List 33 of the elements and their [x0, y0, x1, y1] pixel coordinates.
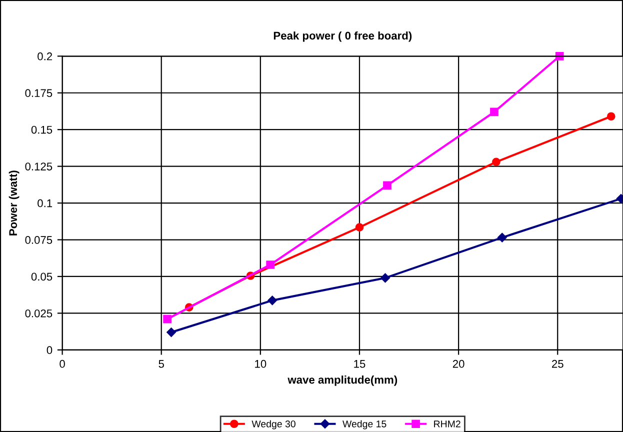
x-tick-label: 15 [354, 360, 366, 368]
point [355, 223, 364, 232]
legend-label: RHM2 [434, 420, 460, 428]
y-axis-title: Power (watt) [8, 170, 20, 236]
point [498, 232, 507, 242]
x-axis-title: wave amplitude(mm) [288, 376, 398, 386]
legend-label: Wedge 30 [252, 420, 296, 430]
x-tick-label: 5 [158, 360, 164, 368]
x-tick-label: 20 [452, 360, 464, 368]
point [555, 52, 564, 60]
y-tick-label: 0.05 [31, 272, 52, 281]
point [606, 112, 616, 121]
point [166, 328, 176, 337]
y-tick-label: 0.2 [38, 52, 52, 60]
point [266, 260, 274, 269]
y-tick-label: 0.15 [31, 126, 52, 134]
legend-label: Wedge 15 [342, 420, 386, 430]
point [383, 181, 392, 190]
point [490, 108, 498, 116]
y-tick-label: 0 [46, 346, 52, 354]
x-tick-label: 25 [552, 360, 564, 368]
y-tick-label: 0.1 [38, 199, 52, 208]
point [492, 158, 500, 166]
y-tick-label: 0.175 [25, 89, 52, 98]
point [268, 296, 277, 306]
point [163, 314, 172, 324]
chart-title: Peak power ( 0 free board) [274, 31, 412, 42]
y-tick-label: 0.075 [25, 236, 52, 244]
y-tick-label: 0.025 [25, 309, 52, 318]
x-tick-label: 0 [60, 360, 65, 368]
y-tick-label: 0.125 [25, 162, 52, 170]
point [380, 273, 390, 283]
x-tick-label: 10 [255, 360, 266, 368]
